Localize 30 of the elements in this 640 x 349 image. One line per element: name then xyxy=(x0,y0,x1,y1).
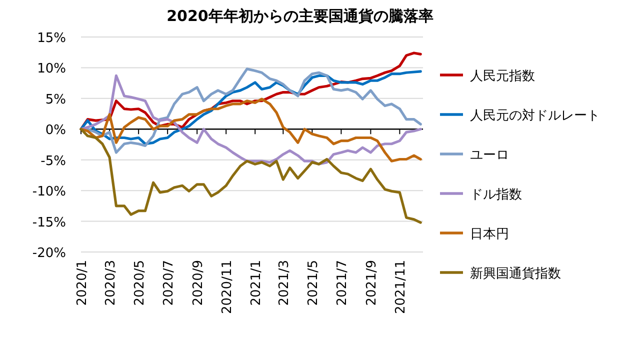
x-tick-label: 2020/9 xyxy=(191,260,206,306)
legend-label: 日本円 xyxy=(470,227,509,242)
y-tick-label: -20% xyxy=(32,246,66,261)
y-tick-label: 5% xyxy=(45,92,66,108)
x-tick-label: 2021/9 xyxy=(364,260,380,306)
x-tick-label: 2021/7 xyxy=(335,260,350,306)
x-tick-label: 2021/11 xyxy=(394,260,409,314)
line-series xyxy=(80,128,422,224)
y-tick-label: -5% xyxy=(40,154,66,169)
x-tick-label: 2020/1 xyxy=(75,260,90,306)
line-series xyxy=(80,98,422,162)
legend-label: ドル指数 xyxy=(470,188,522,202)
y-tick-label: -10% xyxy=(32,184,66,200)
line-series xyxy=(80,74,422,166)
legend-label: ユーロ xyxy=(470,148,509,163)
x-tick-label: 2020/5 xyxy=(132,260,148,306)
legend-label: 新興国通貨指数 xyxy=(470,266,561,282)
legend-label: 人民元指数 xyxy=(470,69,535,84)
y-tick-label: 0% xyxy=(45,123,66,138)
x-tick-label: 2020/3 xyxy=(104,260,119,306)
x-tick-label: 2021/3 xyxy=(277,260,292,306)
legend-label: 人民元の対ドルレート xyxy=(470,108,600,124)
x-tick-label: 2020/11 xyxy=(220,260,236,314)
y-tick-label: 10% xyxy=(37,62,66,77)
chart-title: 2020年年初からの主要国通貨の騰落率 xyxy=(166,7,434,25)
y-tick-label: -15% xyxy=(32,215,66,230)
x-tick-label: 2020/7 xyxy=(162,260,177,306)
y-tick-label: 15% xyxy=(37,31,66,46)
x-tick-label: 2021/5 xyxy=(306,260,322,306)
x-tick-label: 2021/1 xyxy=(249,260,264,306)
